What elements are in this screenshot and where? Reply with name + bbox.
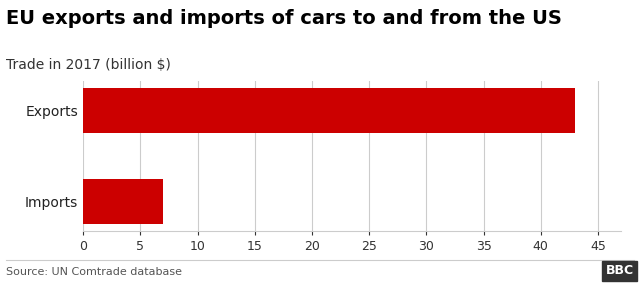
Text: BBC: BBC bbox=[605, 264, 634, 277]
Bar bbox=[83, 88, 575, 133]
Text: Source: UN Comtrade database: Source: UN Comtrade database bbox=[6, 267, 182, 277]
Text: Trade in 2017 (billion $): Trade in 2017 (billion $) bbox=[6, 58, 172, 72]
Bar bbox=[83, 179, 163, 224]
Text: EU exports and imports of cars to and from the US: EU exports and imports of cars to and fr… bbox=[6, 9, 563, 28]
